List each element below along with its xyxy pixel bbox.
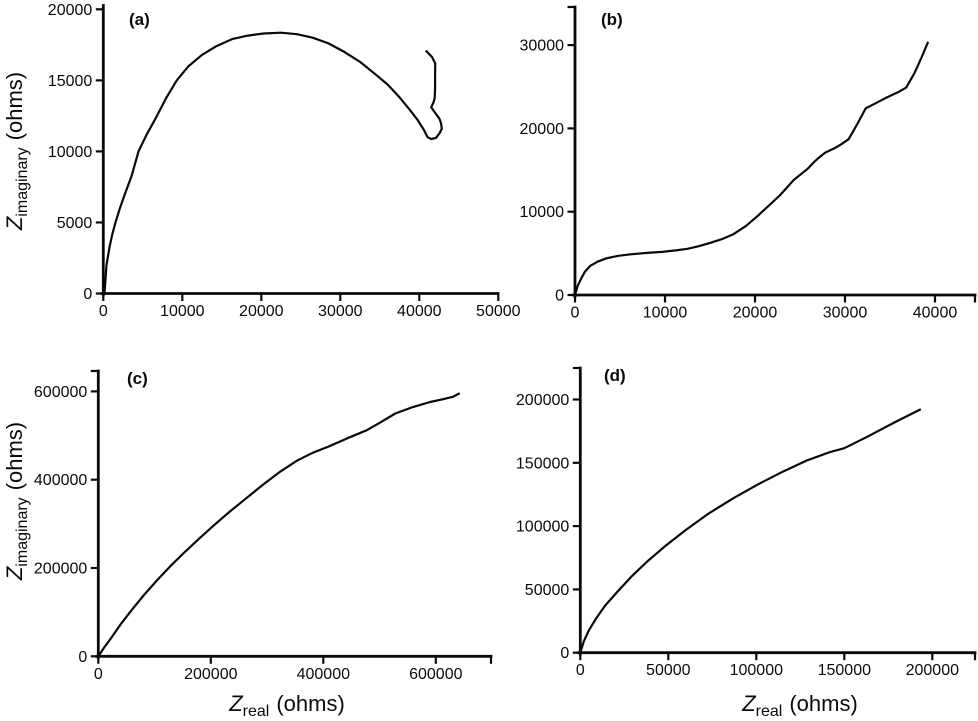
panel-b-y-tick-label: 10000 [520, 204, 565, 221]
panel-a-letter: (a) [129, 10, 150, 29]
x-axis-subscript: real [242, 703, 270, 720]
x-axis-symbol: Z [229, 691, 243, 716]
panel-d-letter: (d) [604, 366, 626, 385]
panel-a-y-tick-label: 5000 [57, 215, 93, 232]
panel-a-y-tick-label: 20000 [48, 2, 93, 19]
panel-b-y-tick-label: 30000 [520, 38, 565, 55]
panel-d-curve [579, 408, 922, 654]
panel-c-x-tick-label: 0 [94, 666, 103, 683]
panel-c-plot: 0 200000 400000 600000 0 200000 400000 600000 [34, 369, 493, 683]
panel-a-x-tick-label: 40000 [397, 303, 442, 320]
panel-a-x-tick-label: 30000 [318, 303, 363, 320]
panel-c-y-tick-label: 0 [78, 649, 87, 666]
panel-b-x-tick-label: 20000 [733, 305, 778, 322]
panel-c-curve [97, 392, 460, 658]
panel-d-y-tick-label: 100000 [516, 519, 569, 536]
x-axis-unit: (ohms) [789, 691, 858, 716]
panel-a-curve [103, 31, 443, 295]
y-axis-symbol: Z [2, 216, 27, 231]
x-axis-label-panel-c: Zreal (ohms) [187, 691, 387, 720]
y-axis-unit: (ohms) [2, 71, 27, 141]
panel-d-x-tick-label: 200000 [906, 662, 959, 679]
panel-a-x-tick-label: 50000 [476, 303, 521, 320]
y-axis-label-row1: Zimaginary (ohms) [2, 51, 31, 251]
panel-c-x-tick-label: 400000 [297, 666, 350, 683]
y-axis-label-row2: Zimaginary (ohms) [2, 401, 31, 601]
panel-a-x-tick-label: 0 [99, 303, 108, 320]
panel-a-x-tick-label: 10000 [160, 303, 205, 320]
panel-d-x-tick-label: 50000 [646, 662, 691, 679]
panel-c-x-tick-label: 600000 [409, 666, 462, 683]
panel-c-x-tick-label: 200000 [184, 666, 237, 683]
panel-b-x-tick-label: 40000 [913, 305, 958, 322]
y-axis-symbol: Z [2, 566, 27, 581]
panel-b-x-tick-label: 0 [571, 305, 580, 322]
panel-a-y-tick-label: 10000 [48, 144, 93, 161]
panel-d-x-tick-label: 150000 [818, 662, 871, 679]
panel-b-x-tick-label: 30000 [823, 305, 868, 322]
y-axis-subscript: imaginary [14, 147, 31, 217]
panel-d-x-tick-label: 0 [576, 662, 585, 679]
panel-b-y-tick-label: 20000 [520, 121, 565, 138]
panel-b-letter: (b) [601, 10, 623, 29]
panel-d-plot: 0 50000 100000 150000 200000 0 50000 100000 1500… [516, 366, 977, 679]
panel-a-x-tick-label: 20000 [239, 303, 284, 320]
y-axis-subscript: imaginary [14, 497, 31, 567]
panel-b-curve [573, 41, 929, 297]
panel-b-x-tick-label: 10000 [643, 305, 688, 322]
panel-b-y-tick-label: 0 [555, 288, 564, 305]
x-axis-subscript: real [755, 703, 783, 720]
panel-c-y-tick-label: 200000 [34, 561, 87, 578]
panel-a-y-tick-label: 15000 [48, 73, 93, 90]
panel-d-y-tick-label: 50000 [525, 582, 570, 599]
panel-c-y-tick-label: 400000 [34, 472, 87, 489]
panel-d-y-tick-label: 150000 [516, 455, 569, 472]
panel-b-plot: 0 10000 20000 30000 40000 0 10000 20000 30000 [520, 5, 977, 322]
panel-d-y-tick-label: 0 [560, 645, 569, 662]
panel-c-letter: (c) [127, 369, 148, 388]
y-axis-unit: (ohms) [2, 421, 27, 491]
x-axis-unit: (ohms) [276, 691, 345, 716]
panel-d-y-tick-label: 200000 [516, 392, 569, 409]
panel-c-y-tick-label: 600000 [34, 384, 87, 401]
panel-a-y-tick-label: 0 [83, 286, 92, 303]
panel-d-x-tick-label: 100000 [730, 662, 783, 679]
panel-a-plot: 0 10000 20000 30000 40000 50000 0 5000 10000 1500… [48, 2, 521, 320]
x-axis-symbol: Z [742, 691, 756, 716]
x-axis-label-panel-d: Zreal (ohms) [700, 691, 900, 720]
